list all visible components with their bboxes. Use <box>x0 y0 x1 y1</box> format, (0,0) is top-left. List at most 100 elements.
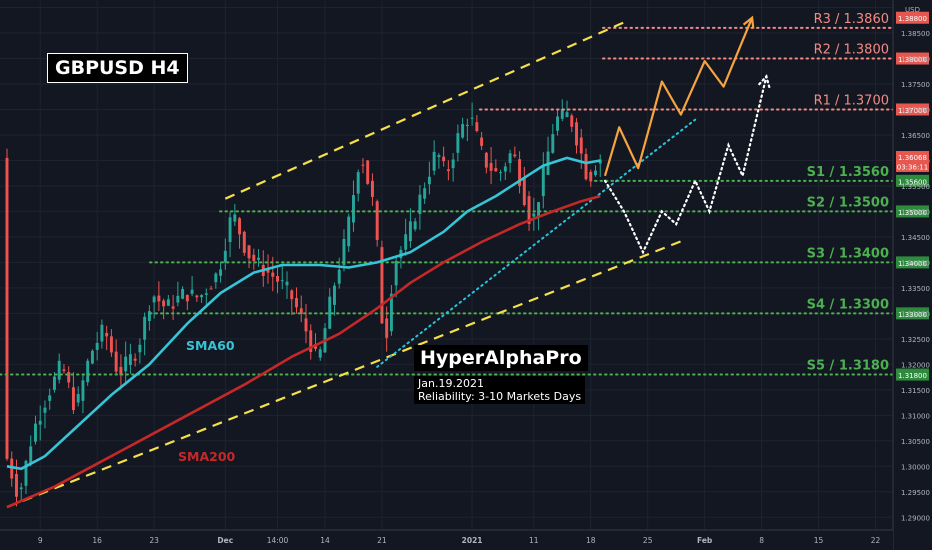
x-tick-12: 8 <box>759 536 764 545</box>
level-label-2: R1 / 1.3700 <box>814 93 889 108</box>
candle-body <box>461 124 465 138</box>
price-axis-bg <box>893 0 932 550</box>
channel-lower <box>6 238 687 509</box>
candle-body <box>43 407 47 413</box>
candle-body <box>19 487 23 490</box>
candle-body <box>38 420 42 425</box>
candle-body <box>257 257 261 260</box>
candle-body <box>190 289 194 294</box>
sma60-label: SMA60 <box>186 338 235 353</box>
candle-body <box>385 318 389 338</box>
x-tick-10: 25 <box>643 536 653 545</box>
moving-averages <box>6 156 601 509</box>
time-axis[interactable]: 9 16 23 Dec 14:00 14 21 2021 11 18 25 Feb 8 15 22 <box>0 529 893 550</box>
candle-body <box>570 115 574 127</box>
level-label-0: R3 / 1.3860 <box>814 12 889 27</box>
y-tick-17: 1.37500 <box>901 81 930 89</box>
candle-body <box>171 306 175 309</box>
x-tick-8: 11 <box>529 536 539 545</box>
candle-body <box>356 172 360 194</box>
level-tag-3: 1.35600 <box>898 178 927 186</box>
candle-body <box>584 154 588 180</box>
candle-body <box>470 117 474 119</box>
candle-body <box>119 366 123 376</box>
y-tick-16: 1.37000 <box>901 106 930 114</box>
candle-body <box>304 318 308 332</box>
candle-body <box>375 201 379 240</box>
note-reliability: Reliability: 3-10 Markets Days <box>418 390 582 403</box>
candle-body <box>551 134 555 153</box>
candle-body <box>432 151 436 171</box>
candle-body <box>328 296 332 329</box>
current-price: 1.36068 <box>898 154 927 162</box>
candle-body <box>100 324 104 342</box>
candle-body <box>503 166 507 172</box>
candle-body <box>181 288 185 299</box>
candle-body <box>418 194 422 214</box>
analysis-note: Jan.19.2021 Reliability: 3-10 Markets Da… <box>414 376 586 404</box>
brand-label: HyperAlphaPro <box>414 345 588 371</box>
x-tick-1: 16 <box>92 536 102 545</box>
candle-body <box>204 293 208 295</box>
candle-body <box>128 354 132 365</box>
candle-body <box>480 137 484 146</box>
chart-title: GBPUSD H4 <box>47 53 188 83</box>
x-tick-7: 2021 <box>462 536 483 545</box>
x-tick-14: 22 <box>871 536 881 545</box>
y-tick-6: 1.32000 <box>901 361 930 369</box>
y-tick-10: 1.34000 <box>901 259 930 267</box>
candle-body <box>508 153 512 164</box>
price-channel <box>6 19 687 509</box>
candle-body <box>252 254 256 261</box>
candle-body <box>124 356 128 372</box>
candle-body <box>143 316 147 340</box>
candle-body <box>527 196 531 224</box>
candle-body <box>81 380 85 401</box>
candle-body <box>114 351 118 372</box>
candle-body <box>465 124 469 127</box>
candle-body <box>394 260 398 286</box>
candle-body <box>10 458 14 479</box>
forecast-orange-path <box>603 17 754 177</box>
candle-body <box>133 358 137 361</box>
trend-line-dotted <box>376 118 697 368</box>
candle-body <box>71 387 75 411</box>
x-tick-5: 14 <box>320 536 330 545</box>
level-tag-bg-4 <box>896 205 929 218</box>
candle-body <box>209 288 213 290</box>
price-axis[interactable]: 1.38800 1.38000 1.37000 1.35600 1.35000 1.340… <box>892 0 932 550</box>
level-label-3: S1 / 1.3560 <box>807 165 889 180</box>
forecast-white-path <box>603 75 768 255</box>
x-tick-6: 21 <box>377 536 387 545</box>
level-tag-bg-0 <box>896 11 929 24</box>
x-tick-13: 15 <box>814 536 824 545</box>
candle-body <box>52 376 56 390</box>
y-tick-3: 1.30500 <box>901 438 930 446</box>
sma200-label: SMA200 <box>178 449 236 464</box>
candle-body <box>423 188 427 199</box>
level-tag-1: 1.38000 <box>898 56 927 64</box>
forecast-orange-arrow <box>742 15 755 29</box>
forecast-paths <box>603 15 771 255</box>
candle-body <box>499 172 503 174</box>
candle-body <box>233 214 237 222</box>
candle-body <box>295 298 298 308</box>
candle-body <box>594 170 597 176</box>
level-labels: R3 / 1.3860 R2 / 1.3800 R1 / 1.3700 S1 / 1.… <box>807 12 889 374</box>
candle-body <box>185 294 189 302</box>
candle-body <box>318 349 322 358</box>
sma200-line <box>6 194 601 509</box>
candle-body <box>404 234 408 250</box>
bar-countdown: 03:36:11 <box>897 163 928 171</box>
candle-body <box>90 350 94 364</box>
candle-body <box>437 155 441 158</box>
x-tick-4: 14:00 <box>267 536 289 545</box>
candle-body <box>456 133 460 153</box>
candle-body <box>223 250 227 263</box>
y-tick-2: 1.30000 <box>901 463 930 471</box>
y-tick-7: 1.32500 <box>901 336 930 344</box>
level-label-1: R2 / 1.3800 <box>814 43 889 58</box>
level-tag-bg-1 <box>896 52 929 65</box>
candle-body <box>333 285 336 305</box>
